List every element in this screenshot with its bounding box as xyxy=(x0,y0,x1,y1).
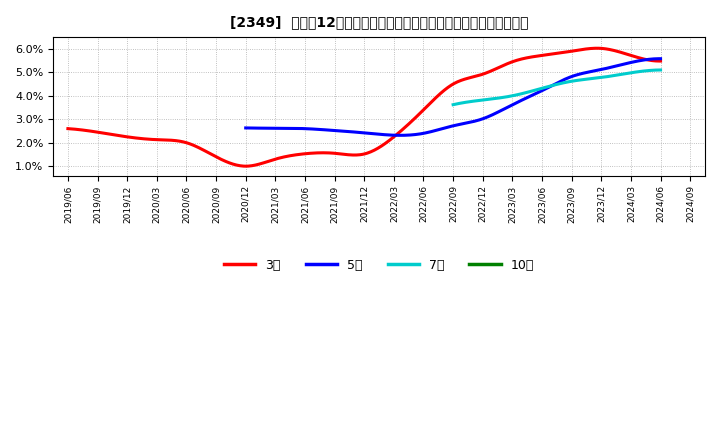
Title: [2349]  売上高12か月移動合計の対前年同期増減率の標準偏差の推移: [2349] 売上高12か月移動合計の対前年同期増減率の標準偏差の推移 xyxy=(230,15,528,29)
Legend: 3年, 5年, 7年, 10年: 3年, 5年, 7年, 10年 xyxy=(219,254,539,277)
